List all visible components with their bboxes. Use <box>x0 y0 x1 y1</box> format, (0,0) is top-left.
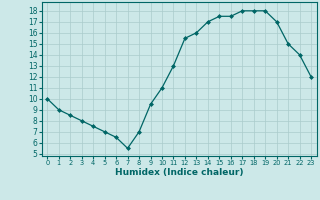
X-axis label: Humidex (Indice chaleur): Humidex (Indice chaleur) <box>115 168 244 177</box>
